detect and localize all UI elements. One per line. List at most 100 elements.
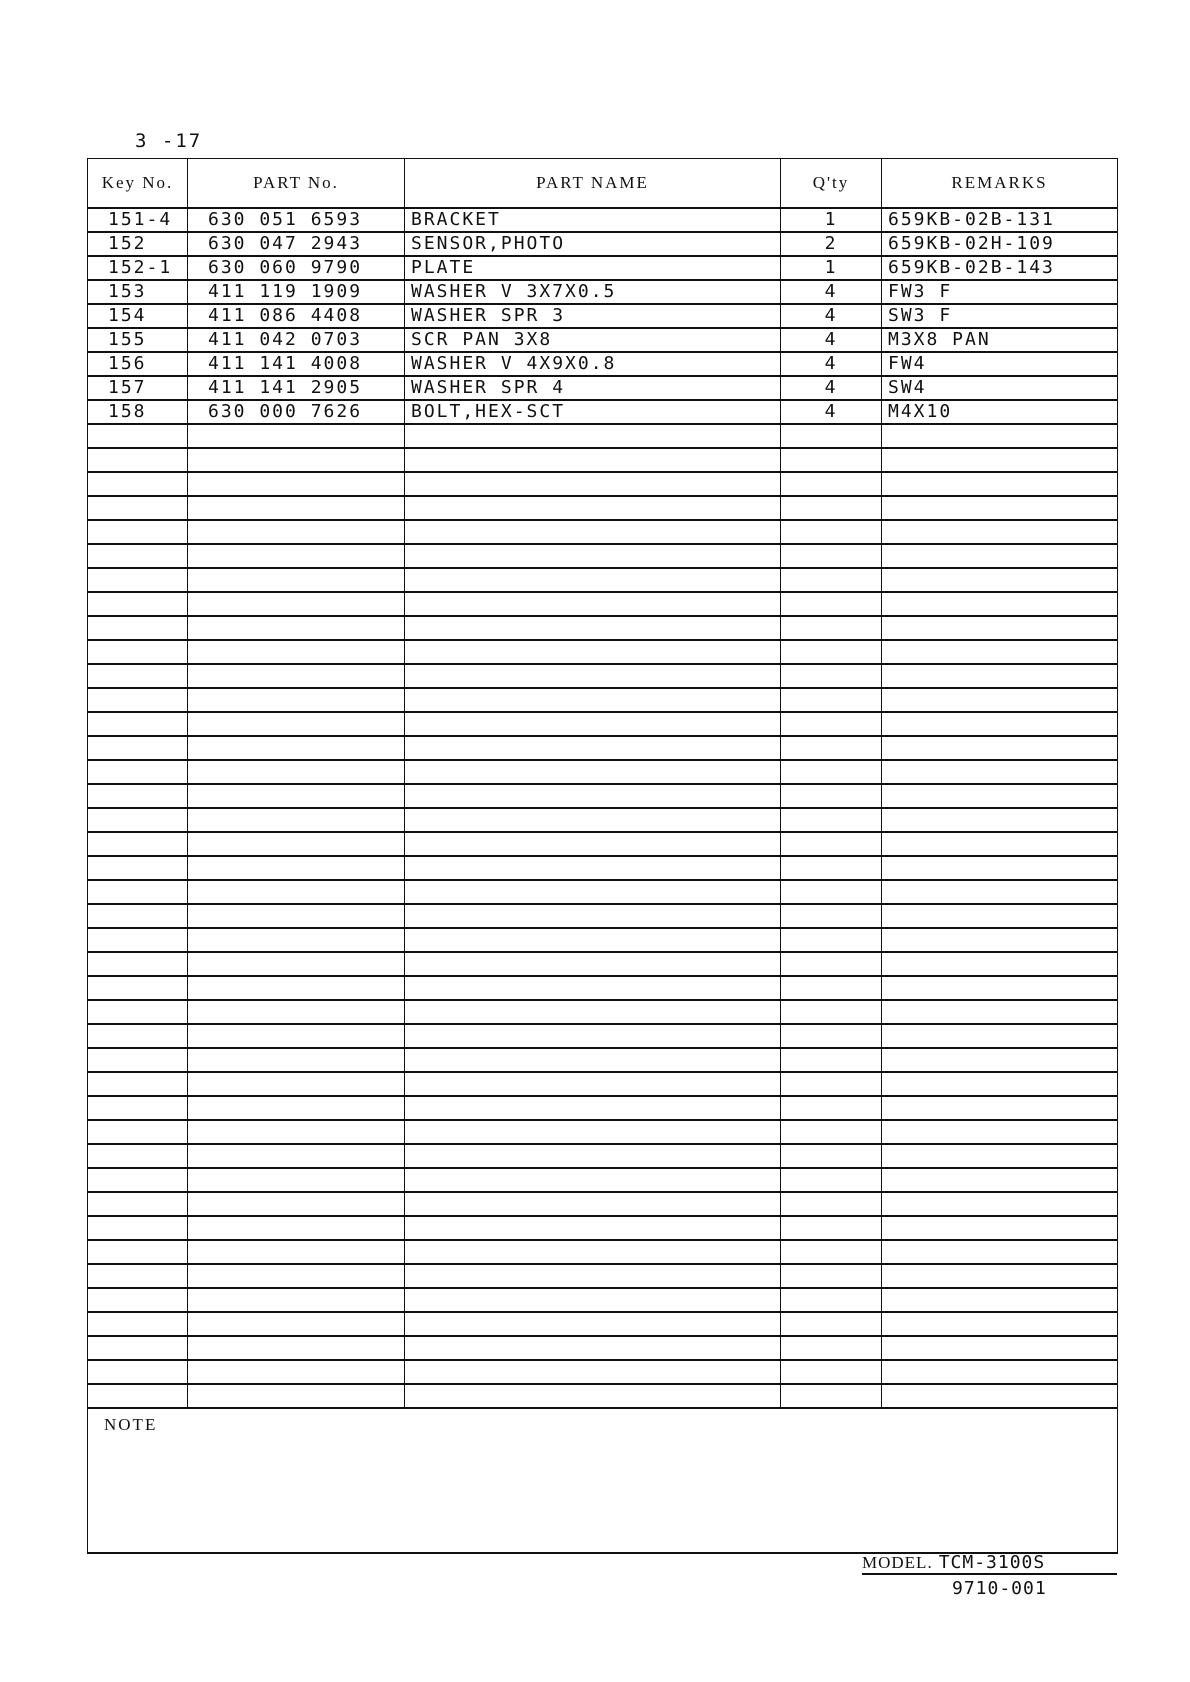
header-row: Key No. PART No. PART NAME Q'ty REMARKS [87,158,1118,209]
cell-part-name [404,1263,781,1289]
cell-qty [780,927,882,953]
cell-remarks [881,1023,1118,1049]
cell-remarks [881,423,1118,449]
cell-part-name [404,999,781,1025]
cell-part-no [187,831,405,857]
empty-row [87,855,1118,881]
cell-part-name [404,591,781,617]
empty-row [87,807,1118,833]
empty-row [87,1287,1118,1313]
cell-key [87,1359,188,1385]
empty-row [87,927,1118,953]
cell-part-name [404,615,781,641]
table-row: 151-4 630 051 6593 BRACKET 1 659KB-02B-131 [87,207,1118,233]
cell-qty [780,831,882,857]
cell-part-no [187,855,405,881]
cell-part-name [404,711,781,737]
cell-part-name [404,663,781,689]
cell-remarks [881,663,1118,689]
empty-row [87,1239,1118,1265]
cell-key [87,951,188,977]
cell-part-no [187,759,405,785]
cell-remarks [881,1287,1118,1313]
cell-qty [780,615,882,641]
cell-key [87,1095,188,1121]
cell-part-name: BOLT,HEX-SCT [404,399,781,425]
cell-remarks [881,807,1118,833]
empty-row [87,759,1118,785]
empty-row [87,879,1118,905]
table-row: 157 411 141 2905 WASHER SPR 4 4 SW4 [87,375,1118,401]
cell-qty: 4 [780,303,882,329]
cell-part-name [404,1311,781,1337]
cell-key [87,1119,188,1145]
cell-key [87,1335,188,1361]
empty-row [87,639,1118,665]
table-row: 156 411 141 4008 WASHER V 4X9X0.8 4 FW4 [87,351,1118,377]
cell-part-no [187,1239,405,1265]
revision-code: 9710-001 [952,1578,1047,1599]
cell-part-name [404,879,781,905]
cell-part-name: SCR PAN 3X8 [404,327,781,353]
cell-part-no [187,1287,405,1313]
cell-part-no: 630 060 9790 [187,255,405,281]
cell-part-no [187,879,405,905]
cell-key [87,687,188,713]
cell-part-name [404,1335,781,1361]
cell-key [87,1143,188,1169]
cell-part-name [404,1023,781,1049]
cell-key: 152-1 [87,255,188,281]
cell-key [87,807,188,833]
cell-part-name [404,1047,781,1073]
cell-part-no [187,735,405,761]
cell-part-no [187,711,405,737]
cell-remarks: M3X8 PAN [881,327,1118,353]
table-row: 152 630 047 2943 SENSOR,PHOTO 2 659KB-02H-10… [87,231,1118,257]
cell-qty: 4 [780,375,882,401]
cell-part-no [187,639,405,665]
cell-qty [780,999,882,1025]
empty-row [87,951,1118,977]
cell-qty [780,591,882,617]
empty-row [87,1095,1118,1121]
parts-list-table: Key No. PART No. PART NAME Q'ty REMARKS … [87,158,1118,1554]
empty-row [87,1119,1118,1145]
cell-qty: 4 [780,279,882,305]
cell-qty [780,1239,882,1265]
cell-key: 156 [87,351,188,377]
cell-part-name [404,495,781,521]
cell-remarks [881,879,1118,905]
model-block: MODEL. TCM-3100S [862,1552,1117,1575]
cell-remarks [881,1095,1118,1121]
cell-remarks [881,1143,1118,1169]
cell-part-no [187,1167,405,1193]
cell-key [87,903,188,929]
cell-part-name [404,423,781,449]
cell-part-name [404,1167,781,1193]
empty-row [87,783,1118,809]
cell-qty [780,783,882,809]
cell-remarks [881,567,1118,593]
cell-part-name: WASHER V 4X9X0.8 [404,351,781,377]
cell-part-name [404,783,781,809]
cell-remarks [881,951,1118,977]
cell-part-name: WASHER SPR 4 [404,375,781,401]
cell-remarks [881,927,1118,953]
cell-remarks [881,447,1118,473]
empty-row [87,471,1118,497]
cell-remarks [881,1263,1118,1289]
cell-key [87,1287,188,1313]
note-label: NOTE [87,1407,1118,1554]
empty-row [87,687,1118,713]
cell-remarks [881,759,1118,785]
empty-row [87,1335,1118,1361]
cell-part-no [187,783,405,809]
cell-key [87,1023,188,1049]
empty-row [87,495,1118,521]
cell-part-no [187,1095,405,1121]
cell-key [87,1263,188,1289]
cell-key [87,471,188,497]
cell-qty: 4 [780,399,882,425]
cell-key [87,1167,188,1193]
cell-part-name [404,1191,781,1217]
